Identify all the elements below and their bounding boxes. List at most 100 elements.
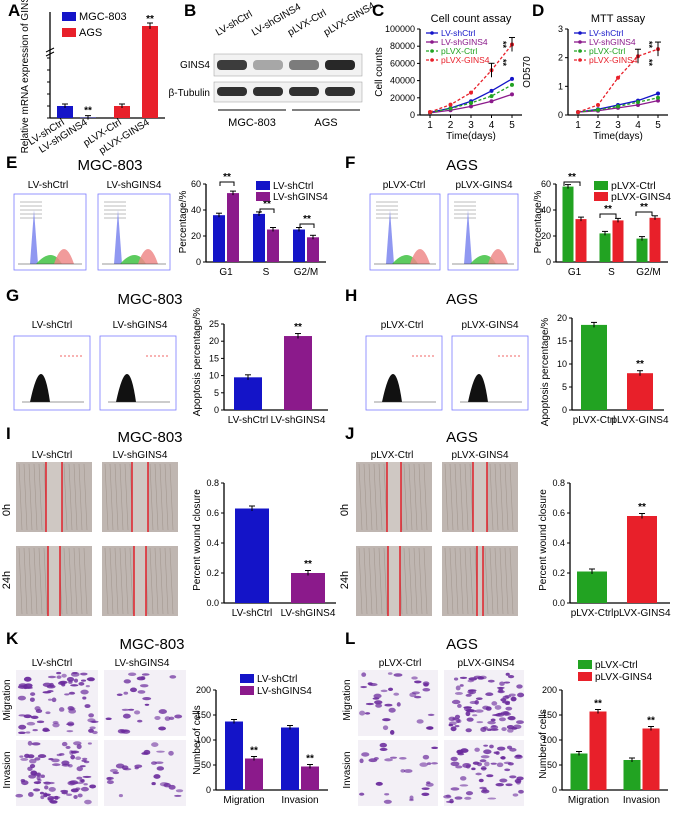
stained-cell bbox=[74, 781, 84, 785]
stained-cell bbox=[480, 755, 490, 759]
flow-plot-frame bbox=[451, 335, 529, 411]
x-axis-label: Time(days) bbox=[593, 131, 643, 142]
plot-label: LV-shCtrl bbox=[32, 320, 72, 331]
stained-cell bbox=[497, 690, 505, 694]
legend-label: pLVX-GINS4 bbox=[589, 55, 638, 65]
stained-cell bbox=[58, 707, 65, 712]
stained-cell bbox=[24, 683, 33, 689]
cell-texture bbox=[114, 547, 119, 615]
y-tick-label: 40 bbox=[191, 205, 201, 215]
stained-cell bbox=[384, 758, 393, 762]
stained-cell bbox=[76, 744, 82, 750]
x-tick-label: 3 bbox=[615, 120, 621, 131]
significance-mark: ** bbox=[644, 59, 654, 67]
cell-texture bbox=[124, 547, 129, 615]
stained-cell bbox=[30, 692, 36, 696]
data-point bbox=[448, 102, 453, 107]
cell-texture bbox=[484, 547, 489, 615]
x-tick-label: G2/M bbox=[636, 267, 660, 278]
cell-texture bbox=[43, 547, 48, 615]
stained-cell bbox=[380, 689, 388, 693]
x-tick-label: Migration bbox=[568, 795, 609, 806]
cell-texture bbox=[383, 547, 388, 615]
stained-cell bbox=[77, 793, 83, 798]
cell-texture bbox=[169, 463, 174, 531]
cell-texture bbox=[363, 547, 368, 615]
stained-cell bbox=[372, 697, 380, 700]
cell-texture bbox=[489, 547, 494, 615]
stained-cell bbox=[33, 788, 41, 792]
cell-texture bbox=[403, 547, 408, 615]
stained-cell bbox=[42, 781, 50, 784]
y-tick-label: 10 bbox=[557, 359, 567, 369]
stained-cell bbox=[503, 712, 512, 716]
image-col-label: LV-shCtrl bbox=[32, 450, 72, 461]
chart-title: MTT assay bbox=[591, 13, 646, 25]
stained-cell bbox=[51, 763, 61, 767]
y-tick-label: 100000 bbox=[385, 24, 415, 34]
stained-cell bbox=[475, 697, 483, 701]
data-point bbox=[510, 76, 514, 81]
stained-cell bbox=[27, 766, 33, 771]
stained-cell bbox=[467, 679, 474, 683]
cell-texture bbox=[373, 463, 378, 531]
data-point bbox=[656, 98, 660, 103]
stained-cell bbox=[515, 780, 521, 785]
cell-texture bbox=[459, 463, 464, 531]
stained-cell bbox=[29, 758, 37, 764]
g2-peak bbox=[138, 249, 158, 264]
panel-letter: J bbox=[345, 424, 354, 443]
stained-cell bbox=[70, 684, 79, 687]
blot-band bbox=[253, 60, 283, 70]
x-tick-label: LV-shCtrl bbox=[228, 415, 268, 426]
cell-texture bbox=[358, 547, 363, 615]
cell-texture bbox=[373, 547, 378, 615]
x-tick-label: 1 bbox=[427, 120, 433, 131]
bar bbox=[293, 229, 305, 262]
bar bbox=[642, 728, 660, 790]
y-tick-label: 10 bbox=[209, 371, 219, 381]
x-tick-label: 5 bbox=[655, 120, 661, 131]
blot-band bbox=[325, 87, 355, 96]
cell-texture bbox=[504, 463, 509, 531]
significance-mark: ** bbox=[146, 14, 154, 25]
data-point bbox=[469, 104, 473, 109]
x-tick-label: 4 bbox=[489, 120, 495, 131]
legend-marker bbox=[430, 58, 434, 62]
stained-cell bbox=[122, 767, 132, 771]
cell-texture bbox=[499, 463, 504, 531]
stained-cell bbox=[472, 714, 478, 717]
legend-swatch bbox=[256, 192, 270, 201]
cell-texture bbox=[18, 547, 23, 615]
plot-label: pLVX-Ctrl bbox=[383, 180, 426, 191]
panel-letter: I bbox=[6, 424, 11, 443]
chart-title: Cell count assay bbox=[431, 13, 512, 25]
stained-cell bbox=[379, 747, 388, 751]
stained-cell bbox=[491, 701, 498, 706]
cell-texture bbox=[78, 547, 83, 615]
bar bbox=[142, 26, 158, 118]
flow-plot-frame bbox=[99, 335, 177, 411]
cell-texture bbox=[83, 463, 88, 531]
stained-cell bbox=[485, 692, 494, 696]
data-point bbox=[489, 88, 494, 93]
y-axis-label: OD570 bbox=[522, 56, 533, 88]
significance-bracket bbox=[219, 181, 235, 186]
stained-cell bbox=[105, 717, 112, 721]
stained-cell bbox=[507, 728, 514, 733]
stained-cell bbox=[516, 776, 524, 781]
stained-cell bbox=[478, 778, 484, 783]
panel-title: AGS bbox=[446, 636, 478, 653]
stained-cell bbox=[465, 764, 471, 769]
data-point bbox=[448, 106, 453, 111]
stained-cell bbox=[450, 761, 460, 767]
stained-cell bbox=[70, 750, 77, 754]
image-row-label: Invasion bbox=[2, 751, 13, 788]
stained-cell bbox=[109, 768, 118, 773]
image-col-label: pLVX-GINS4 bbox=[457, 658, 514, 669]
stained-cell bbox=[512, 793, 519, 797]
cell-texture bbox=[28, 547, 33, 615]
stained-cell bbox=[375, 703, 383, 708]
cell-texture bbox=[454, 547, 459, 615]
cell-texture bbox=[23, 547, 28, 615]
